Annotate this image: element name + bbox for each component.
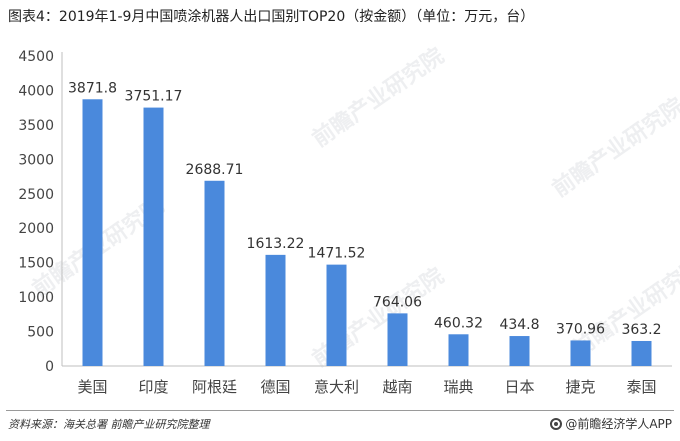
data-label: 1471.52: [308, 246, 366, 262]
footer: 资料来源：海关总署 前瞻产业研究院整理 @前瞻经济学人APP: [0, 410, 680, 441]
bar: [448, 334, 469, 366]
y-tick-label: 500: [27, 325, 54, 341]
x-tick-label: 越南: [382, 378, 412, 396]
bar: [509, 336, 530, 366]
y-tick-label: 4000: [18, 83, 54, 99]
x-tick-label: 德国: [260, 378, 290, 396]
bar: [82, 99, 103, 366]
bar: [204, 180, 225, 366]
data-label: 2688.71: [186, 162, 244, 178]
y-tick-label: 1000: [18, 290, 54, 306]
y-tick-label: 2500: [18, 187, 54, 203]
data-label: 1613.22: [247, 236, 305, 252]
y-tick-label: 1500: [18, 256, 54, 272]
x-tick-label: 阿根廷: [192, 378, 237, 396]
data-label: 460.32: [434, 315, 483, 331]
x-tick-label: 美国: [77, 378, 107, 396]
bar: [631, 340, 652, 366]
bar: [326, 264, 347, 366]
y-tick-label: 3500: [18, 118, 54, 134]
x-tick-label: 印度: [138, 378, 168, 396]
data-label: 370.96: [556, 321, 605, 337]
x-tick-label: 泰国: [626, 378, 656, 396]
brand-credit: @前瞻经济学人APP: [550, 415, 672, 432]
x-tick-label: 日本: [504, 378, 534, 396]
y-tick-label: 0: [45, 359, 54, 375]
source-note: 资料来源：海关总署 前瞻产业研究院整理: [8, 418, 210, 431]
data-label: 434.8: [499, 317, 539, 333]
data-label: 3871.8: [68, 80, 117, 96]
data-label: 3751.17: [125, 89, 183, 105]
y-tick-label: 3000: [18, 152, 54, 168]
data-label: 363.2: [621, 322, 661, 338]
bar: [570, 340, 591, 366]
data-label: 764.06: [373, 294, 422, 310]
x-tick-label: 意大利: [314, 378, 359, 396]
footer-divider: [6, 410, 674, 411]
y-tick-label: 2000: [18, 221, 54, 237]
x-tick-label: 捷克: [565, 378, 595, 396]
bar: [143, 107, 164, 367]
bar-chart: 0 500 1000 1500 2000 2500 3000 3500 4000 4500 3871…: [18, 49, 672, 396]
brand-name: @前瞻经济学人APP: [565, 417, 672, 431]
x-tick-label: 瑞典: [443, 378, 473, 396]
bar: [265, 254, 286, 366]
y-tick-label: 4500: [18, 49, 54, 65]
bar: [387, 313, 408, 366]
chart-title: 图表4：2019年1-9月中国喷涂机器人出口国别TOP20（按金额）（单位：万元…: [8, 9, 535, 25]
brand-logo-icon: [550, 417, 563, 430]
